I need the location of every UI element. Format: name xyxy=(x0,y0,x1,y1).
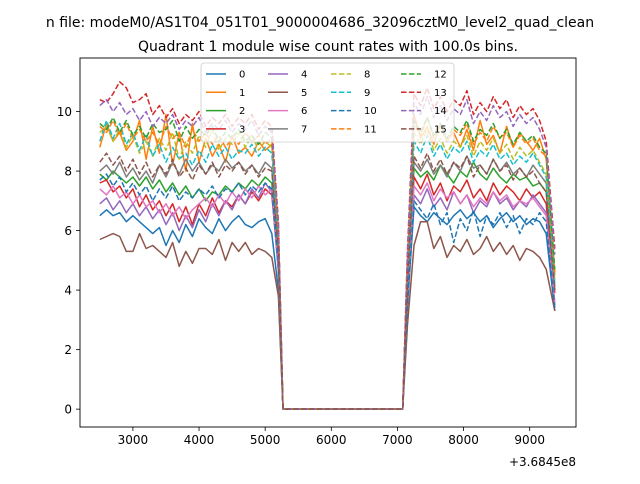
legend-label-12: 12 xyxy=(434,70,447,81)
series-layer xyxy=(99,81,556,410)
series-line-11 xyxy=(99,116,556,410)
y-tick-label: 4 xyxy=(64,284,72,298)
y-tick-label: 2 xyxy=(64,343,72,357)
series-line-12 xyxy=(99,116,556,410)
y-tick-label: 8 xyxy=(64,165,72,179)
x-offset-label: +3.6845e8 xyxy=(509,455,576,469)
legend-label-1: 1 xyxy=(239,88,245,99)
x-tick-label: 8000 xyxy=(448,433,479,447)
legend-label-9: 9 xyxy=(364,88,370,99)
x-tick-label: 4000 xyxy=(184,433,215,447)
y-tick-label: 10 xyxy=(57,105,72,119)
x-tick-label: 6000 xyxy=(316,433,347,447)
legend-label-5: 5 xyxy=(301,88,307,99)
series-line-10 xyxy=(99,173,556,410)
legend-label-2: 2 xyxy=(239,106,245,117)
plot-frame xyxy=(79,57,577,428)
y-tick-label: 0 xyxy=(64,403,72,417)
legend-label-14: 14 xyxy=(434,106,447,117)
legend-label-3: 3 xyxy=(239,124,245,135)
legend-label-10: 10 xyxy=(364,106,377,117)
x-tick-label: 3000 xyxy=(118,433,149,447)
x-tick-label: 9000 xyxy=(514,433,545,447)
y-axis: 0 2 4 6 8 10 xyxy=(57,105,80,417)
y-tick-label: 6 xyxy=(64,224,72,238)
legend-label-8: 8 xyxy=(364,70,370,81)
x-tick-label: 5000 xyxy=(250,433,281,447)
legend-label-0: 0 xyxy=(239,70,245,81)
legend-label-15: 15 xyxy=(434,124,447,135)
series-line-15 xyxy=(99,152,556,410)
legend-label-13: 13 xyxy=(434,88,447,99)
legend-label-11: 11 xyxy=(364,124,377,135)
figure-suptitle: n file: modeM0/AS1T04_051T01_9000004686_… xyxy=(46,15,594,31)
x-tick-label: 7000 xyxy=(382,433,413,447)
legend-label-6: 6 xyxy=(301,106,307,117)
legend-label-7: 7 xyxy=(301,124,307,135)
legend-frame xyxy=(200,62,455,143)
axes-title: Quadrant 1 module wise count rates with … xyxy=(138,39,518,55)
legend-label-4: 4 xyxy=(301,70,307,81)
x-axis: 3000 4000 5000 6000 7000 8000 9000 xyxy=(118,427,545,447)
